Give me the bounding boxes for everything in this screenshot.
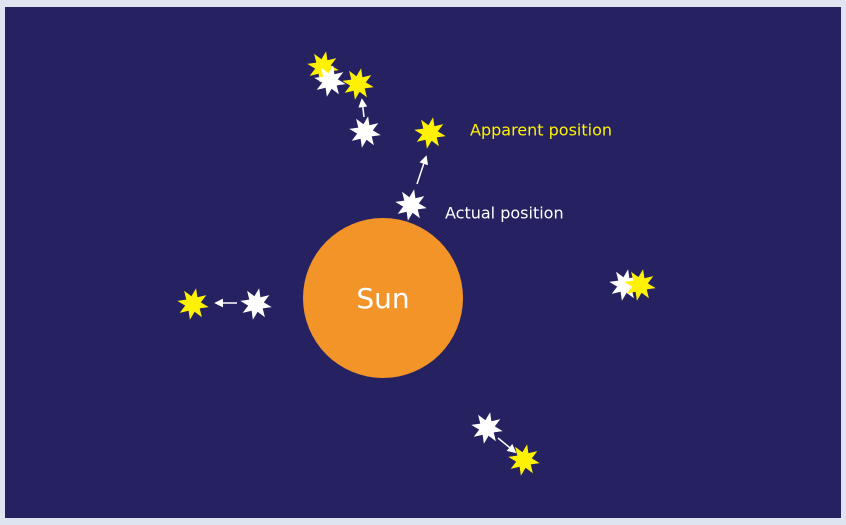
actual-label: Actual position [445, 204, 564, 223]
star [471, 412, 503, 444]
arrow [497, 437, 517, 454]
arrows [214, 98, 517, 454]
star [508, 444, 540, 476]
star [349, 116, 381, 148]
star [342, 68, 374, 100]
sun-label: Sun [356, 282, 409, 315]
apparent-label: Apparent position [470, 121, 612, 140]
star [177, 288, 209, 320]
star [314, 65, 346, 97]
stars [177, 51, 656, 476]
arrow [358, 98, 368, 118]
star [609, 269, 641, 301]
star [240, 288, 272, 320]
star [395, 189, 427, 221]
sun [303, 218, 463, 378]
arrow [416, 155, 428, 185]
star [414, 117, 446, 149]
star [307, 51, 339, 83]
star [624, 269, 656, 301]
